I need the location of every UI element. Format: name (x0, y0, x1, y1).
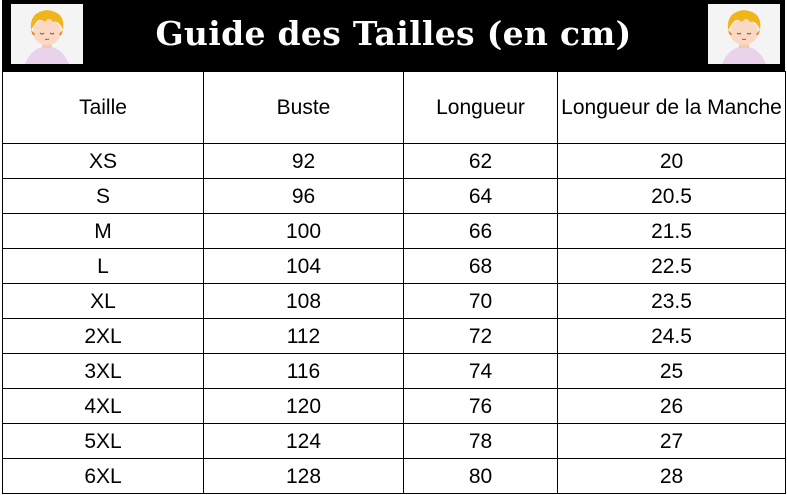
cell-longueur: 80 (403, 458, 558, 494)
table-row: XS 92 62 20 (2, 143, 786, 179)
cell-taille: L (2, 248, 204, 284)
cell-taille: 6XL (2, 458, 204, 494)
cell-longueur-manche: 21.5 (557, 213, 786, 249)
cell-buste: 108 (203, 283, 404, 319)
table-row: 4XL 120 76 26 (2, 388, 786, 424)
character-avatar-left (11, 4, 83, 64)
cell-longueur: 78 (403, 423, 558, 459)
table-row: L 104 68 22.5 (2, 248, 786, 284)
column-header-longueur-manche: Longueur de la Manche (557, 71, 786, 144)
column-header-longueur: Longueur (403, 71, 558, 144)
table-header-row: Taille Buste Longueur Longueur de la Man… (2, 71, 786, 144)
size-table: Taille Buste Longueur Longueur de la Man… (2, 71, 786, 494)
cell-taille: XL (2, 283, 204, 319)
title-banner: Guide des Tailles (en cm) (2, 0, 785, 72)
cell-taille: 4XL (2, 388, 204, 424)
table-row: 5XL 124 78 27 (2, 423, 786, 459)
cell-longueur-manche: 27 (557, 423, 786, 459)
cell-buste: 128 (203, 458, 404, 494)
cell-taille: S (2, 178, 204, 214)
table-row: S 96 64 20.5 (2, 178, 786, 214)
cell-longueur: 76 (403, 388, 558, 424)
cell-longueur: 68 (403, 248, 558, 284)
cell-buste: 104 (203, 248, 404, 284)
cell-longueur-manche: 20 (557, 143, 786, 179)
cell-longueur: 64 (403, 178, 558, 214)
cell-longueur: 70 (403, 283, 558, 319)
cell-taille: 3XL (2, 353, 204, 389)
table-row: M 100 66 21.5 (2, 213, 786, 249)
cell-longueur: 66 (403, 213, 558, 249)
column-header-taille: Taille (2, 71, 204, 144)
cell-buste: 96 (203, 178, 404, 214)
cell-buste: 120 (203, 388, 404, 424)
cell-taille: 2XL (2, 318, 204, 354)
cell-longueur: 74 (403, 353, 558, 389)
table-row: 3XL 116 74 25 (2, 353, 786, 389)
column-header-buste: Buste (203, 71, 404, 144)
cell-longueur-manche: 25 (557, 353, 786, 389)
cell-buste: 100 (203, 213, 404, 249)
table-row: 6XL 128 80 28 (2, 458, 786, 494)
cell-longueur-manche: 22.5 (557, 248, 786, 284)
character-avatar-right (708, 4, 780, 64)
cell-longueur-manche: 26 (557, 388, 786, 424)
cell-longueur: 62 (403, 143, 558, 179)
cell-longueur-manche: 23.5 (557, 283, 786, 319)
cell-taille: 5XL (2, 423, 204, 459)
cell-buste: 116 (203, 353, 404, 389)
cell-longueur-manche: 28 (557, 458, 786, 494)
cell-taille: XS (2, 143, 204, 179)
table-row: 2XL 112 72 24.5 (2, 318, 786, 354)
page-title: Guide des Tailles (en cm) (155, 14, 632, 53)
cell-buste: 92 (203, 143, 404, 179)
cell-longueur-manche: 20.5 (557, 178, 786, 214)
cell-taille: M (2, 213, 204, 249)
cell-buste: 112 (203, 318, 404, 354)
cell-longueur-manche: 24.5 (557, 318, 786, 354)
table-row: XL 108 70 23.5 (2, 283, 786, 319)
cell-buste: 124 (203, 423, 404, 459)
cell-longueur: 72 (403, 318, 558, 354)
